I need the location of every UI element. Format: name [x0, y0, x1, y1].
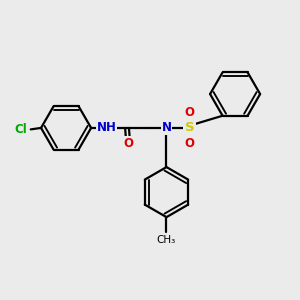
Text: Cl: Cl — [14, 123, 27, 136]
Text: S: S — [184, 122, 194, 134]
Text: O: O — [184, 137, 194, 150]
Text: O: O — [123, 137, 133, 150]
Text: O: O — [184, 106, 194, 119]
Text: N: N — [161, 121, 172, 134]
Text: NH: NH — [97, 121, 116, 134]
Text: CH₃: CH₃ — [157, 236, 176, 245]
